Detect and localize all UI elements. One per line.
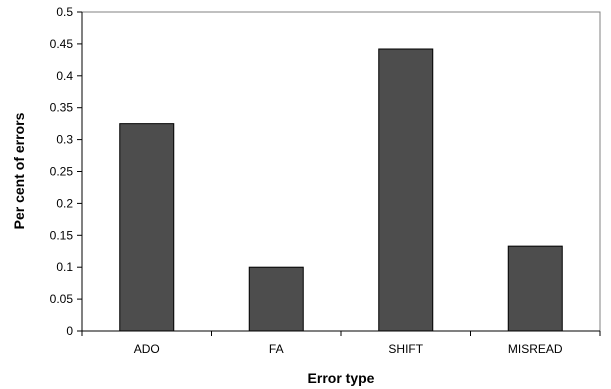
bars (119, 48, 563, 332)
bar-ado (119, 123, 175, 332)
y-tick-label: 0.05 (50, 292, 74, 306)
y-tick-label: 0.45 (50, 37, 74, 51)
y-tick-label: 0.3 (56, 133, 73, 147)
bar-shift (378, 48, 434, 332)
y-tick-label: 0.25 (50, 165, 74, 179)
y-tick-label: 0.4 (56, 69, 73, 83)
y-axis-ticks: 0 0.05 0.1 0.15 0.2 0.25 0.3 0.35 0.4 0.45 0.5 (50, 5, 82, 338)
y-tick-label: 0.35 (50, 101, 74, 115)
x-tick-label-ado: ADO (134, 342, 160, 356)
bar-misread (507, 245, 563, 332)
y-tick-label: 0 (66, 324, 73, 338)
x-axis-title: Error type (308, 370, 375, 386)
bar-fa (248, 266, 304, 332)
y-tick-label: 0.2 (56, 196, 73, 210)
y-tick-label: 0.15 (50, 228, 74, 242)
x-axis-ticks: ADO FA SHIFT MISREAD (81, 331, 601, 356)
y-axis-title: Per cent of errors (11, 112, 27, 229)
x-tick-label-fa: FA (269, 342, 284, 356)
y-tick-label: 0.1 (56, 260, 73, 274)
x-tick-label-shift: SHIFT (388, 342, 423, 356)
y-tick-label: 0.5 (56, 5, 73, 19)
x-tick-label-misread: MISREAD (508, 342, 563, 356)
